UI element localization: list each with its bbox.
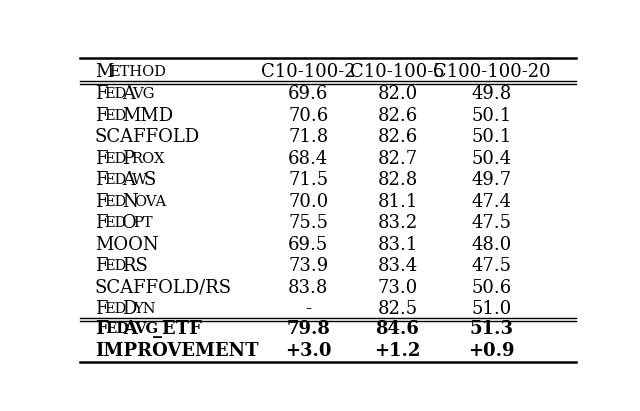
Text: F: F <box>95 215 108 232</box>
Text: 47.5: 47.5 <box>472 257 512 275</box>
Text: 48.0: 48.0 <box>472 236 512 254</box>
Text: 73.9: 73.9 <box>288 257 328 275</box>
Text: F: F <box>95 193 108 211</box>
Text: IMPROVEMENT: IMPROVEMENT <box>95 342 259 360</box>
Text: ETHOD: ETHOD <box>109 65 166 79</box>
Text: RS: RS <box>122 257 148 275</box>
Text: +1.2: +1.2 <box>374 342 420 360</box>
Text: +3.0: +3.0 <box>285 342 332 360</box>
Text: 82.6: 82.6 <box>378 128 417 146</box>
Text: A: A <box>124 321 138 338</box>
Text: 69.5: 69.5 <box>288 236 328 254</box>
Text: 69.6: 69.6 <box>288 85 328 103</box>
Text: D: D <box>122 300 136 319</box>
Text: F: F <box>95 107 108 125</box>
Text: 47.5: 47.5 <box>472 215 512 232</box>
Text: A: A <box>122 85 135 103</box>
Text: F: F <box>95 257 108 275</box>
Text: C100-100-20: C100-100-20 <box>433 63 550 81</box>
Text: 50.6: 50.6 <box>472 279 512 297</box>
Text: 82.5: 82.5 <box>378 300 417 319</box>
Text: F: F <box>95 85 108 103</box>
Text: 83.2: 83.2 <box>378 215 417 232</box>
Text: 50.1: 50.1 <box>472 128 512 146</box>
Text: 83.8: 83.8 <box>288 279 328 297</box>
Text: 84.6: 84.6 <box>376 321 419 338</box>
Text: 70.6: 70.6 <box>288 107 328 125</box>
Text: 79.8: 79.8 <box>286 321 330 338</box>
Text: SCAFFOLD/RS: SCAFFOLD/RS <box>95 279 232 297</box>
Text: VG: VG <box>134 322 159 336</box>
Text: 75.5: 75.5 <box>288 215 328 232</box>
Text: ED: ED <box>104 216 127 231</box>
Text: _ETF: _ETF <box>153 321 202 338</box>
Text: F: F <box>95 300 108 319</box>
Text: 50.4: 50.4 <box>472 150 512 168</box>
Text: ED: ED <box>104 109 127 123</box>
Text: 71.5: 71.5 <box>288 171 328 189</box>
Text: S: S <box>144 171 156 189</box>
Text: N: N <box>122 193 138 211</box>
Text: 73.0: 73.0 <box>378 279 417 297</box>
Text: -: - <box>305 300 311 319</box>
Text: A: A <box>122 171 135 189</box>
Text: PT: PT <box>133 216 153 231</box>
Text: P: P <box>122 150 134 168</box>
Text: C10-100-5: C10-100-5 <box>350 63 445 81</box>
Text: MOON: MOON <box>95 236 159 254</box>
Text: W: W <box>132 173 147 187</box>
Text: SCAFFOLD: SCAFFOLD <box>95 128 200 146</box>
Text: 82.0: 82.0 <box>378 85 417 103</box>
Text: 51.3: 51.3 <box>470 321 514 338</box>
Text: ED: ED <box>105 322 129 336</box>
Text: ROX: ROX <box>131 152 164 166</box>
Text: 68.4: 68.4 <box>288 150 328 168</box>
Text: 82.8: 82.8 <box>378 171 417 189</box>
Text: 83.1: 83.1 <box>377 236 418 254</box>
Text: ED: ED <box>104 173 127 187</box>
Text: 47.4: 47.4 <box>472 193 512 211</box>
Text: F: F <box>95 150 108 168</box>
Text: 50.1: 50.1 <box>472 107 512 125</box>
Text: 71.8: 71.8 <box>288 128 328 146</box>
Text: M: M <box>95 63 113 81</box>
Text: 49.7: 49.7 <box>472 171 512 189</box>
Text: ED: ED <box>104 152 127 166</box>
Text: +0.9: +0.9 <box>468 342 515 360</box>
Text: C10-100-2: C10-100-2 <box>261 63 355 81</box>
Text: YN: YN <box>133 302 156 316</box>
Text: VG: VG <box>132 87 154 101</box>
Text: MMD: MMD <box>122 107 173 125</box>
Text: 81.1: 81.1 <box>377 193 418 211</box>
Text: 49.8: 49.8 <box>472 85 512 103</box>
Text: ED: ED <box>104 87 127 101</box>
Text: F: F <box>95 171 108 189</box>
Text: O: O <box>122 215 137 232</box>
Text: 70.0: 70.0 <box>288 193 328 211</box>
Text: 83.4: 83.4 <box>378 257 417 275</box>
Text: 51.0: 51.0 <box>472 300 512 319</box>
Text: 82.6: 82.6 <box>378 107 417 125</box>
Text: ED: ED <box>104 259 127 273</box>
Text: OVA: OVA <box>134 195 166 209</box>
Text: F: F <box>95 321 108 338</box>
Text: 82.7: 82.7 <box>378 150 417 168</box>
Text: ED: ED <box>104 195 127 209</box>
Text: ED: ED <box>104 302 127 316</box>
